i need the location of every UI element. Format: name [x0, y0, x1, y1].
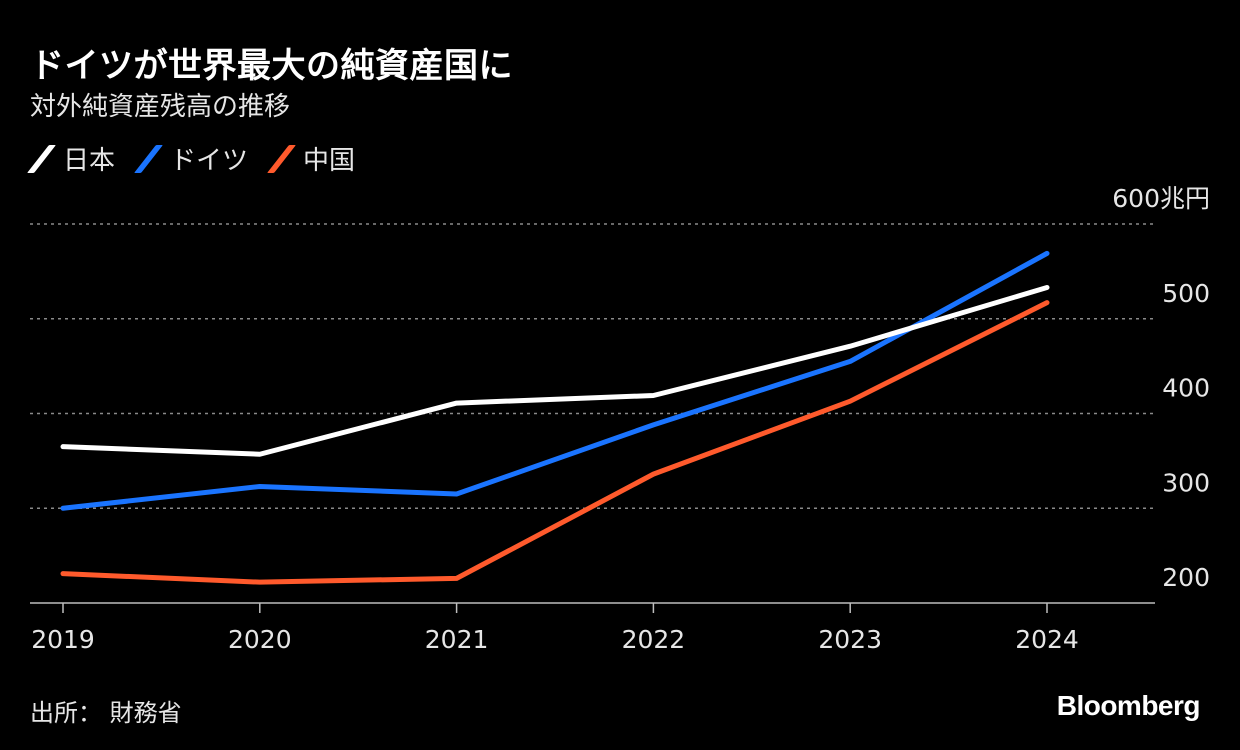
legend-label-china: 中国	[303, 146, 356, 176]
legend-item-germany: ドイツ	[134, 140, 249, 177]
y-tick-label-500: 500	[1162, 279, 1210, 308]
legend-label-japan: 日本	[63, 146, 116, 176]
chart-subtitle: 対外純資産残高の推移	[30, 92, 291, 122]
series-line-china	[60, 300, 1050, 585]
source-note: 出所： 財務省	[30, 699, 182, 727]
series-line-japan	[60, 284, 1050, 457]
y-tick-label-200: 200	[1162, 563, 1210, 592]
legend: 日本 ドイツ 中国	[27, 140, 377, 177]
bloomberg-logo: Bloomberg	[1056, 690, 1201, 721]
x-axis: 2019 2020 2021 2022 2023 2024	[30, 602, 1155, 654]
x-tick-label-2023: 2023	[818, 625, 882, 654]
legend-item-china: 中国	[267, 140, 356, 177]
y-tick-label-300: 300	[1162, 468, 1210, 497]
series-lines	[60, 250, 1050, 585]
y-tick-label-600: 600兆円	[1112, 184, 1210, 213]
x-tick-label-2021: 2021	[425, 625, 489, 654]
legend-label-germany: ドイツ	[170, 146, 249, 176]
y-tick-labels: 200 300 400 500 600兆円	[1112, 184, 1210, 592]
series-line-germany	[60, 250, 1050, 511]
y-tick-label-400: 400	[1162, 374, 1210, 403]
x-tick-label-2022: 2022	[622, 625, 686, 654]
chart-title: ドイツが世界最大の純資産国に	[30, 46, 513, 86]
gridlines	[30, 223, 1155, 509]
legend-item-japan: 日本	[27, 140, 116, 177]
x-tick-label-2020: 2020	[228, 625, 292, 654]
x-tick-label-2024: 2024	[1015, 625, 1079, 654]
x-tick-label-2019: 2019	[31, 625, 95, 654]
